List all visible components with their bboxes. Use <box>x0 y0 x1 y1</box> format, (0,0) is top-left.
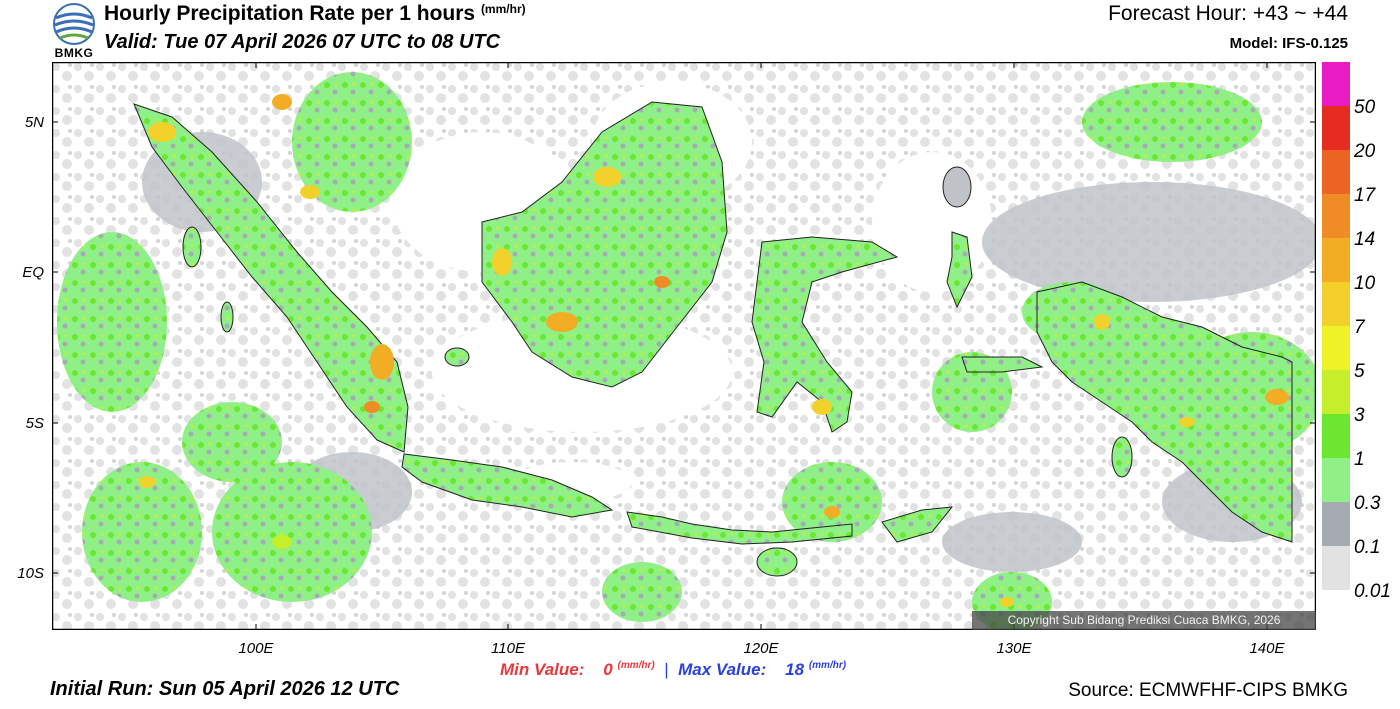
lat-label-5n: 5N <box>24 114 44 131</box>
logo-text: BMKG <box>54 46 94 60</box>
colorbar-label: 50 <box>1354 97 1376 118</box>
colorbar-label: 17 <box>1354 185 1376 206</box>
colorbar-label: 0.3 <box>1354 493 1381 514</box>
lon-label-130e: 130E <box>996 640 1032 657</box>
colorbar-swatch <box>1322 458 1350 502</box>
precipitation-map <box>52 62 1316 630</box>
title-unit: (mm/hr) <box>480 2 526 16</box>
colorbar-label: 5 <box>1354 361 1365 382</box>
lat-label-eq: EQ <box>22 264 44 281</box>
map-title: Hourly Precipitation Rate per 1 hours (m… <box>104 2 526 25</box>
min-max-values: Min Value: 0 (mm/hr) | Max Value: 18 (mm… <box>500 660 846 680</box>
colorbar-label: 1 <box>1354 449 1365 470</box>
colorbar-swatch <box>1322 62 1350 106</box>
colorbar-swatch <box>1322 370 1350 414</box>
colorbar-swatch <box>1322 106 1350 150</box>
lon-label-110e: 110E <box>491 640 525 657</box>
colorbar-swatch <box>1322 282 1350 326</box>
bmkg-logo: BMKG <box>50 2 98 60</box>
initial-run: Initial Run: Sun 05 April 2026 12 UTC <box>50 678 400 700</box>
data-source: Source: ECMWFHF-CIPS BMKG <box>1068 680 1348 701</box>
colorbar <box>1322 62 1350 590</box>
separator: | <box>659 660 674 679</box>
colorbar-label: 0.1 <box>1354 537 1381 558</box>
colorbar-swatch <box>1322 238 1350 282</box>
colorbar-label: 0.01 <box>1354 581 1391 602</box>
colorbar-label: 20 <box>1354 141 1376 162</box>
min-value: Min Value: 0 (mm/hr) <box>500 660 655 679</box>
model-name: Model: IFS-0.125 <box>1229 35 1348 52</box>
colorbar-label: 3 <box>1354 405 1365 426</box>
colorbar-swatch <box>1322 546 1350 590</box>
lon-label-140e: 140E <box>1249 640 1285 657</box>
colorbar-label: 7 <box>1354 317 1365 338</box>
colorbar-swatch <box>1322 414 1350 458</box>
colorbar-swatch <box>1322 194 1350 238</box>
colorbar-label: 10 <box>1354 273 1376 294</box>
colorbar-swatch <box>1322 326 1350 370</box>
lon-label-120e: 120E <box>743 640 779 657</box>
lat-label-10s: 10S <box>17 565 44 582</box>
max-value: Max Value: 18 (mm/hr) <box>678 660 847 679</box>
colorbar-swatch <box>1322 502 1350 546</box>
lat-label-5s: 5S <box>25 415 44 432</box>
valid-time: Valid: Tue 07 April 2026 07 UTC to 08 UT… <box>104 31 501 53</box>
lon-label-100e: 100E <box>238 640 274 657</box>
copyright-notice: Copyright Sub Bidang Prediksi Cuaca BMKG… <box>972 611 1316 630</box>
colorbar-swatch <box>1322 150 1350 194</box>
colorbar-label: 14 <box>1354 229 1376 250</box>
forecast-hour: Forecast Hour: +43 ~ +44 <box>1108 2 1348 25</box>
